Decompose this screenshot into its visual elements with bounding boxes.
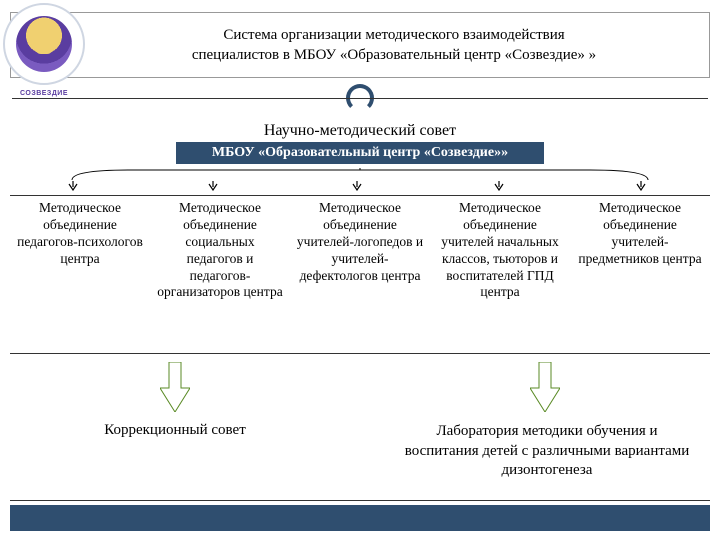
council-subtitle: МБОУ «Образовательный центр «Созвездие»» bbox=[176, 142, 544, 164]
column-2: Методическое объединение социальных педа… bbox=[150, 200, 290, 301]
column-5: Методическое объединение учителей-предме… bbox=[570, 200, 710, 301]
bottom-left-node: Коррекционный совет bbox=[60, 422, 290, 439]
bottom-right-node: Лаборатория методики обучения и воспитан… bbox=[402, 422, 692, 481]
rule-cols-bottom bbox=[10, 353, 710, 354]
columns-row: Методическое объединение педагогов-психо… bbox=[10, 200, 710, 301]
logo-emblem bbox=[16, 16, 72, 72]
column-4: Методическое объединение учителей началь… bbox=[430, 200, 570, 301]
big-arrow-right bbox=[530, 362, 560, 412]
council-node: Научно-методический совет МБОУ «Образова… bbox=[176, 122, 544, 164]
title-line2: специалистов в МБОУ «Образовательный цен… bbox=[192, 47, 596, 63]
org-logo: СОЗВЕЗДИЕ bbox=[3, 3, 85, 85]
page-title: Система организации методического взаимо… bbox=[91, 25, 697, 66]
footer-band bbox=[10, 505, 710, 531]
rule-cols-top bbox=[10, 195, 710, 196]
rule-footer bbox=[10, 500, 710, 501]
rule-top bbox=[12, 98, 708, 99]
connector-span bbox=[10, 168, 710, 180]
big-arrow-left bbox=[160, 362, 190, 412]
title-line1: Система организации методического взаимо… bbox=[223, 27, 564, 43]
trophy-icon bbox=[35, 34, 53, 54]
logo-text: СОЗВЕЗДИЕ bbox=[20, 90, 68, 97]
header-bar: СОЗВЕЗДИЕ Система организации методическ… bbox=[10, 12, 710, 78]
council-title: Научно-методический совет bbox=[176, 122, 544, 140]
column-1: Методическое объединение педагогов-психо… bbox=[10, 200, 150, 301]
column-3: Методическое объединение учителей-логопе… bbox=[290, 200, 430, 301]
